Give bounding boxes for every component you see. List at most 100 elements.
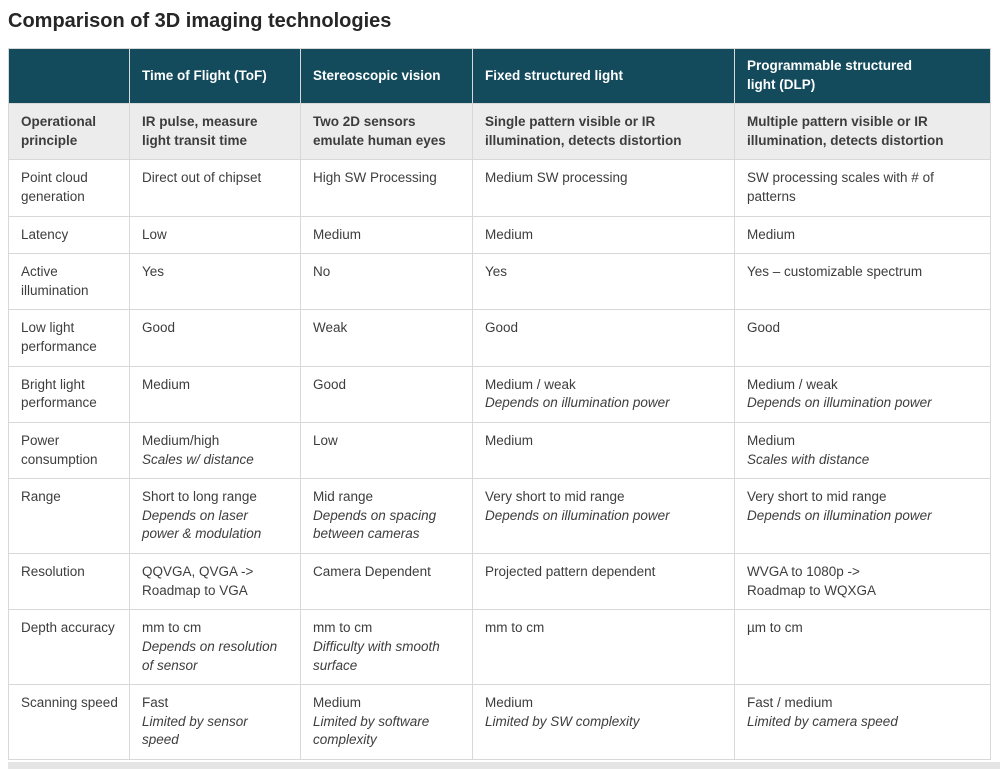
cell: Very short to mid range Depends on illumi…: [734, 478, 991, 554]
cell-text: Medium: [313, 226, 362, 242]
cell: IR pulse, measure light transit time: [129, 102, 301, 161]
comparison-table: Time of Flight (ToF) Stereoscopic vision F…: [8, 48, 991, 760]
row-label: Operational principle: [8, 102, 130, 161]
table-header-row: Time of Flight (ToF) Stereoscopic vision F…: [8, 48, 991, 104]
row-label-text: Latency: [21, 226, 69, 242]
cell: High SW Processing: [300, 159, 473, 217]
cell-text: Yes: [142, 264, 165, 280]
cell: Very short to mid range Depends on illumi…: [472, 478, 735, 554]
cell-note: Limited by sensor speed: [142, 713, 248, 748]
cell: Mid range Depends on spacing between came…: [300, 478, 473, 554]
cell-text: Medium/high: [142, 432, 220, 448]
cell: Good: [734, 309, 991, 367]
cell-text: Medium: [485, 695, 534, 711]
cell-text: Medium: [142, 376, 191, 392]
cell-text: Yes: [485, 264, 508, 280]
column-header: Fixed structured light: [472, 48, 735, 104]
cell: WVGA to 1080p -> Roadmap to WQXGA: [734, 552, 991, 611]
table-body: Operational principle IR pulse, measure l…: [8, 102, 991, 760]
row-label: Scanning speed: [8, 684, 130, 760]
cell: µm to cm: [734, 609, 991, 686]
table-row: Depth accuracy mm to cm Depends on resolut…: [8, 609, 991, 686]
row-label: Point cloud generation: [8, 159, 130, 217]
table-row: Scanning speed Fast Limited by sensor spee…: [8, 684, 991, 760]
cell-text: Very short to mid range: [485, 489, 625, 505]
row-label-text: Low light performance: [21, 320, 97, 354]
cell: Medium: [300, 215, 473, 255]
cell-note: Depends on illumination power: [747, 395, 932, 411]
cell-text: Roadmap to VGA: [142, 582, 248, 598]
cell: Multiple pattern visible or IR illuminat…: [734, 102, 991, 161]
cell-text: WVGA to 1080p ->: [747, 564, 860, 579]
cell-text: Mid range: [313, 489, 374, 505]
cell-text: Medium: [747, 226, 796, 242]
row-label-text: Range: [21, 489, 61, 505]
column-header: Stereoscopic vision: [300, 48, 473, 104]
bottom-strip: [8, 762, 1000, 769]
cell: Medium: [472, 215, 735, 255]
cell-text: Projected pattern dependent: [485, 564, 656, 579]
cell-text: Medium: [313, 695, 362, 711]
cell-text: mm to cm: [485, 620, 545, 636]
table-row: Operational principle IR pulse, measure l…: [8, 102, 991, 161]
cell-text: Camera Dependent: [313, 564, 431, 579]
cell: Low: [129, 215, 301, 255]
cell-note: Scales w/ distance: [142, 451, 254, 467]
cell-text: mm to cm: [313, 620, 373, 636]
row-label: Active illumination: [8, 253, 130, 311]
cell: SW processing scales with # of patterns: [734, 159, 991, 217]
cell-text: High SW Processing: [313, 170, 437, 186]
cell-text: Low: [142, 226, 167, 242]
cell: Good: [300, 365, 473, 423]
row-label: Low light performance: [8, 309, 130, 367]
cell: Weak: [300, 309, 473, 367]
column-header-text: light (DLP): [747, 77, 816, 92]
column-header-text: Stereoscopic vision: [313, 67, 441, 83]
cell-note: Limited by camera speed: [747, 713, 898, 729]
cell-text: µm to cm: [747, 620, 803, 636]
cell: Low: [300, 421, 473, 480]
cell-text: Fast: [142, 695, 169, 711]
table-row: Power consumption Medium/high Scales w/ di…: [8, 421, 991, 480]
cell: Medium: [472, 421, 735, 480]
cell: Camera Dependent: [300, 552, 473, 611]
cell-text: Weak: [313, 320, 348, 336]
cell: Projected pattern dependent: [472, 552, 735, 611]
row-label-text: Bright light performance: [21, 376, 97, 411]
cell: No: [300, 253, 473, 311]
row-label-text: Depth accuracy: [21, 620, 115, 636]
table-row: Bright light performance Medium Good Medium…: [8, 365, 991, 423]
cell-note: Depends on spacing between cameras: [313, 507, 437, 542]
cell-text: IR pulse, measure light transit time: [142, 114, 258, 148]
row-label: Range: [8, 478, 130, 554]
cell: Single pattern visible or IR illuminatio…: [472, 102, 735, 161]
cell: Medium Scales with distance: [734, 421, 991, 480]
column-header-text: Programmable structured: [747, 58, 913, 74]
cell: Fast / medium Limited by camera speed: [734, 684, 991, 760]
row-label-text: Resolution: [21, 564, 85, 579]
cell-text: Very short to mid range: [747, 489, 887, 505]
cell-text: Two 2D sensors emulate human eyes: [313, 114, 446, 148]
cell: Yes: [129, 253, 301, 311]
table-row: Point cloud generation Direct out of chip…: [8, 159, 991, 217]
cell: mm to cm: [472, 609, 735, 686]
row-label: Latency: [8, 215, 130, 255]
row-label-text: Power consumption: [21, 432, 98, 467]
table-row: Active illumination Yes No Yes Yes – customi…: [8, 253, 991, 311]
cell: Medium: [129, 365, 301, 423]
cell: Two 2D sensors emulate human eyes: [300, 102, 473, 161]
row-label-text: Point cloud generation: [21, 170, 88, 204]
cell-note: Depends on resolution of sensor: [142, 638, 278, 673]
cell-text: Medium / weak: [485, 376, 576, 392]
row-label: Resolution: [8, 552, 130, 611]
cell-note: Depends on illumination power: [485, 507, 670, 523]
cell-text: Low: [313, 432, 338, 448]
cell-note: Difficulty with smooth surface: [313, 638, 440, 673]
cell-text: Medium: [485, 226, 534, 242]
cell-text: Direct out of chipset: [142, 170, 262, 186]
cell: Medium Limited by software complexity: [300, 684, 473, 760]
cell: Medium / weak Depends on illumination pow…: [472, 365, 735, 423]
page-title: Comparison of 3D imaging technologies: [8, 10, 392, 32]
cell-note: Limited by software complexity: [313, 713, 430, 748]
